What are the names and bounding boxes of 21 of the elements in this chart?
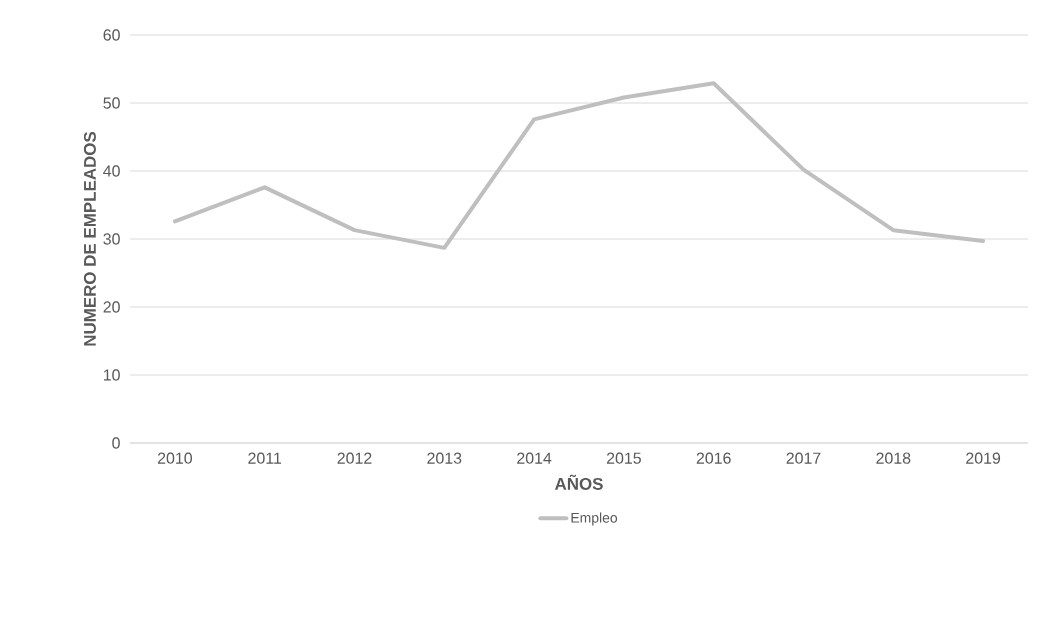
x-axis-title: AÑOS	[554, 474, 603, 490]
y-tick-label: 30	[103, 233, 120, 245]
x-tick-label: 2012	[337, 452, 372, 464]
y-tick-label: 40	[103, 165, 120, 177]
y-axis-title: NUMERO DE EMPLEADOS	[83, 131, 96, 346]
y-tick-label: 60	[103, 29, 120, 41]
x-tick-label: 2014	[517, 452, 552, 464]
line-series	[172, 81, 986, 250]
x-tick-label: 2016	[696, 452, 731, 464]
x-tick-label: 2018	[876, 452, 911, 464]
x-tick-label: 2017	[786, 452, 821, 464]
y-tick-label: 50	[103, 97, 120, 109]
x-tick-label: 2015	[606, 452, 641, 464]
x-tick-label: 2019	[966, 452, 1001, 464]
x-tick-label: 2010	[157, 452, 192, 464]
y-tick-label: 10	[103, 369, 120, 381]
y-tick-label: 0	[112, 437, 120, 449]
y-tick-label: 20	[103, 301, 120, 313]
legend-label: Empleo	[571, 512, 618, 526]
x-tick-label: 2013	[427, 452, 462, 464]
x-tick-label: 2011	[248, 452, 282, 464]
